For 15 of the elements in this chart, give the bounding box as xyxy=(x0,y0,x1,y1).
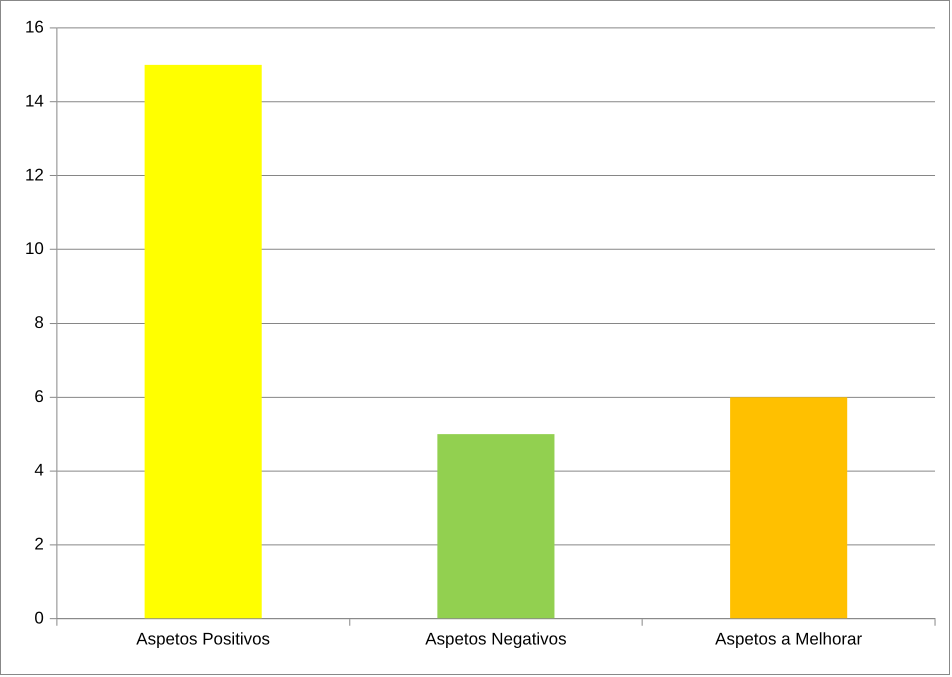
y-tick-label: 0 xyxy=(34,608,44,628)
x-tick-label: Aspetos Negativos xyxy=(425,630,567,649)
y-tick-label: 4 xyxy=(34,460,44,480)
y-tick-label: 2 xyxy=(34,534,44,554)
y-tick-label: 16 xyxy=(24,18,44,37)
bar xyxy=(730,397,848,618)
x-tick-label: Aspetos Positivos xyxy=(136,630,270,649)
y-tick-label: 8 xyxy=(34,313,44,332)
y-tick-label: 6 xyxy=(34,386,44,406)
x-tick-label: Aspetos a Melhorar xyxy=(715,630,862,649)
bar xyxy=(144,64,262,618)
y-tick-label: 14 xyxy=(24,91,44,110)
y-tick-label: 12 xyxy=(24,165,44,184)
y-tick-label: 10 xyxy=(24,239,44,258)
bar xyxy=(437,434,554,618)
